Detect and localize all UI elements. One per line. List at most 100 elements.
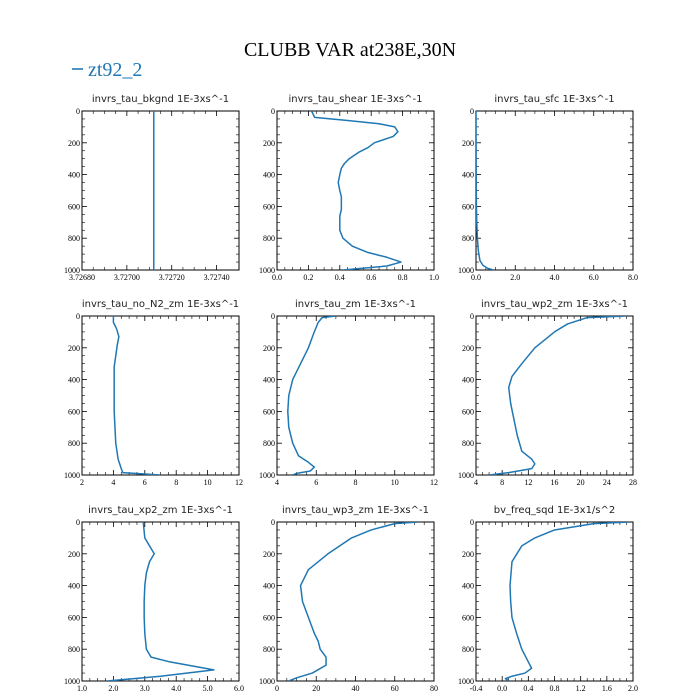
y-tick-label: 200 <box>263 344 275 353</box>
chart-panel-1: invrs_tau_bkgnd 1E-3xs^-1 0 200 400 600 800 10… <box>64 94 240 282</box>
series-line-1 <box>112 316 161 475</box>
y-tick-label: 1000 <box>259 471 275 480</box>
series-line-1 <box>310 111 402 270</box>
y-tick-label: 600 <box>263 407 275 416</box>
x-tick-label: 4 <box>275 478 279 487</box>
x-tick-label: 10 <box>391 478 399 487</box>
series-line-1 <box>476 111 494 270</box>
y-tick-label: 600 <box>462 613 474 622</box>
x-tick-label: 6 <box>314 478 318 487</box>
plot-frame <box>276 110 435 271</box>
y-tick-label: 600 <box>462 202 474 211</box>
y-tick-label: 600 <box>462 407 474 416</box>
x-tick-label: 1.0 <box>429 273 439 282</box>
chart-panel-9: bv_freq_sqd 1E-3x1/s^2 0 200 400 600 800 1000-… <box>458 505 638 693</box>
series-line-1 <box>288 522 419 681</box>
x-tick-label: 6 <box>143 478 147 487</box>
y-tick-label: 0 <box>76 518 80 527</box>
panel-title: invrs_tau_no_N2_zm 1E-3xs^-1 <box>82 299 239 310</box>
y-tick-label: 200 <box>263 139 275 148</box>
y-tick-label: 0 <box>470 107 474 116</box>
y-tick-label: 1000 <box>259 677 275 686</box>
panel-title: invrs_tau_sfc 1E-3xs^-1 <box>494 94 614 105</box>
series-line-1 <box>488 316 627 475</box>
x-tick-label: 0.8 <box>550 684 560 693</box>
y-tick-label: 200 <box>462 139 474 148</box>
panels: invrs_tau_bkgnd 1E-3xs^-1020040060080010… <box>64 94 638 693</box>
y-tick-label: 400 <box>263 171 275 180</box>
x-tick-label: 12 <box>235 478 243 487</box>
x-tick-label: 4 <box>474 478 478 487</box>
legend-label: zt92_2 <box>88 59 142 81</box>
x-tick-label: 28 <box>629 478 637 487</box>
y-tick-label: 0 <box>271 518 275 527</box>
y-tick-label: 200 <box>68 344 80 353</box>
x-tick-label: 8.0 <box>628 273 638 282</box>
y-tick-label: 600 <box>68 407 80 416</box>
x-tick-label: 20 <box>312 684 320 693</box>
x-tick-label: 0.0 <box>272 273 282 282</box>
y-tick-label: 800 <box>462 234 474 243</box>
y-tick-label: 800 <box>263 645 275 654</box>
y-tick-label: 0 <box>271 312 275 321</box>
x-tick-label: 40 <box>352 684 360 693</box>
x-tick-label: 0 <box>275 684 279 693</box>
y-tick-label: 0 <box>271 107 275 116</box>
x-tick-label: 0.6 <box>366 273 376 282</box>
x-tick-label: 0.4 <box>523 684 533 693</box>
panel-title: invrs_tau_shear 1E-3xs^-1 <box>289 94 423 105</box>
x-tick-label: 0.2 <box>303 273 313 282</box>
x-tick-label: 8 <box>354 478 358 487</box>
x-tick-label: 4.0 <box>550 273 560 282</box>
x-tick-label: 2 <box>80 478 84 487</box>
y-tick-label: 0 <box>76 107 80 116</box>
y-tick-label: 1000 <box>458 471 474 480</box>
plot-frame <box>276 315 435 476</box>
series-line-1 <box>504 522 630 681</box>
y-tick-label: 800 <box>68 234 80 243</box>
y-tick-label: 400 <box>68 171 80 180</box>
y-tick-label: 600 <box>263 613 275 622</box>
x-tick-label: 1.0 <box>77 684 87 693</box>
plot-frame <box>475 315 634 476</box>
y-tick-label: 800 <box>68 439 80 448</box>
x-tick-label: 2.0 <box>628 684 638 693</box>
y-tick-label: 400 <box>263 582 275 591</box>
x-tick-label: 3.0 <box>140 684 150 693</box>
x-tick-label: 1.2 <box>576 684 586 693</box>
y-tick-label: 1000 <box>64 677 80 686</box>
y-tick-label: 400 <box>263 376 275 385</box>
x-tick-label: 8 <box>500 478 504 487</box>
x-tick-label: 3.72720 <box>159 273 185 282</box>
y-tick-label: 0 <box>76 312 80 321</box>
y-tick-label: 200 <box>68 139 80 148</box>
y-tick-label: 0 <box>470 312 474 321</box>
y-tick-label: 600 <box>263 202 275 211</box>
plot-frame <box>81 315 240 476</box>
y-tick-label: 800 <box>263 234 275 243</box>
y-tick-label: 600 <box>68 202 80 211</box>
x-tick-label: 5.0 <box>203 684 213 693</box>
x-tick-label: 0.0 <box>497 684 507 693</box>
panel-title: invrs_tau_bkgnd 1E-3xs^-1 <box>92 94 229 105</box>
y-tick-label: 800 <box>462 439 474 448</box>
x-tick-label: 6.0 <box>234 684 244 693</box>
y-tick-label: 200 <box>462 344 474 353</box>
x-tick-label: 4.0 <box>171 684 181 693</box>
x-tick-label: 3.72700 <box>114 273 140 282</box>
x-tick-label: 2.0 <box>108 684 118 693</box>
plot-frame <box>81 521 240 682</box>
y-tick-label: 400 <box>462 171 474 180</box>
x-tick-label: 0.4 <box>335 273 345 282</box>
x-tick-label: 1.6 <box>602 684 612 693</box>
x-tick-label: 16 <box>551 478 559 487</box>
x-tick-label: 3.72740 <box>204 273 230 282</box>
x-tick-label: 3.72680 <box>69 273 95 282</box>
x-tick-label: 4 <box>111 478 115 487</box>
plot-frame <box>276 521 435 682</box>
plot-frame <box>81 110 240 271</box>
chart-panel-2: invrs_tau_shear 1E-3xs^-1 0 200 400 600 800 10… <box>259 94 439 282</box>
panel-title: invrs_tau_zm 1E-3xs^-1 <box>295 299 416 310</box>
y-tick-label: 0 <box>470 518 474 527</box>
